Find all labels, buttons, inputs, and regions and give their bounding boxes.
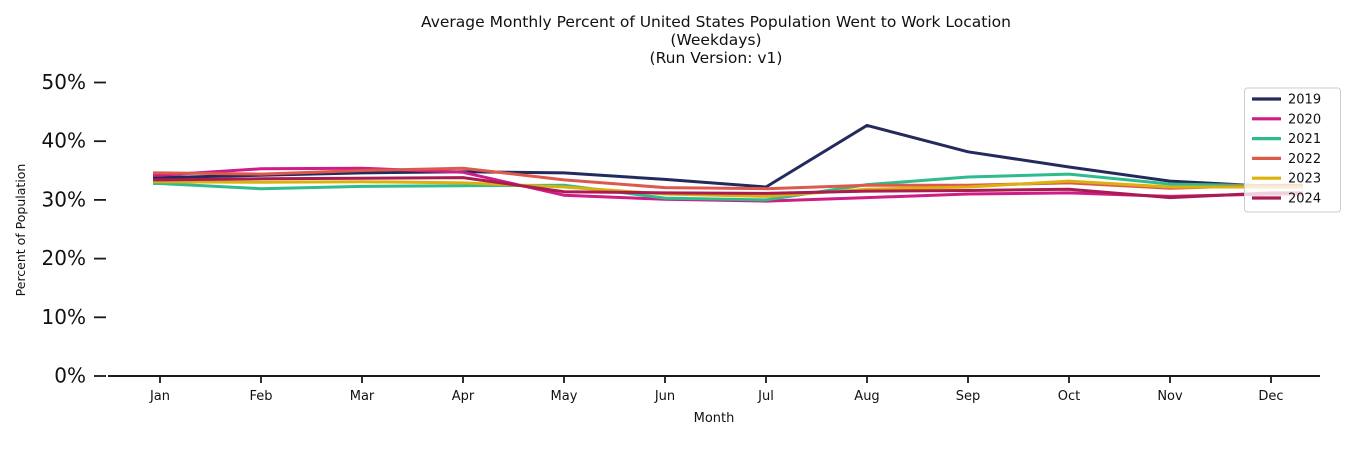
- x-tick-label: Sep: [956, 389, 981, 404]
- legend-item-label-2023: 2023: [1288, 172, 1321, 187]
- x-tick-label: May: [551, 389, 578, 404]
- x-tick-label: Mar: [350, 389, 375, 404]
- x-tick-label: Jul: [757, 389, 774, 404]
- series-line-2023: [153, 179, 1303, 198]
- x-tick-label: Feb: [249, 389, 272, 404]
- chart-subtitle-run-version: (Run Version: v1): [650, 49, 783, 67]
- series-line-2021: [153, 172, 1303, 202]
- y-tick-label: 20%: [42, 246, 86, 270]
- series-line-2024: [153, 176, 1303, 200]
- series-lines: [153, 123, 1303, 203]
- chart-title: Average Monthly Percent of United States…: [421, 13, 1011, 31]
- x-tick-label: Jan: [149, 389, 170, 404]
- x-tick-label: Apr: [452, 389, 475, 404]
- x-tick-label: Nov: [1157, 389, 1183, 404]
- legend: 2019 2020 2021 2022 2023 2024: [1244, 87, 1341, 213]
- y-tick-label: 30%: [42, 187, 86, 211]
- y-tick-label: 50%: [42, 70, 86, 94]
- x-axis-label: Month: [694, 411, 735, 426]
- legend-item-label-2021: 2021: [1288, 132, 1321, 147]
- x-tick-label: Aug: [854, 389, 879, 404]
- legend-item-label-2019: 2019: [1288, 93, 1321, 108]
- legend-item-label-2024: 2024: [1288, 192, 1321, 207]
- x-tick-label: Dec: [1258, 389, 1283, 404]
- x-tick-label: Oct: [1058, 389, 1080, 404]
- x-tick-label: Jun: [654, 389, 675, 404]
- y-tick-label: 0%: [54, 364, 86, 388]
- y-axis-label: Percent of Population: [13, 164, 28, 297]
- chart-subtitle-weekdays: (Weekdays): [670, 31, 761, 49]
- y-tick-label: 40%: [42, 129, 86, 153]
- legend-item-label-2020: 2020: [1288, 112, 1321, 127]
- axes: 0% 10% 20% 30% 40% 50% Jan Feb Mar Apr May Jun Jul Au…: [42, 70, 1320, 404]
- y-tick-label: 10%: [42, 305, 86, 329]
- legend-item-label-2022: 2022: [1288, 152, 1321, 167]
